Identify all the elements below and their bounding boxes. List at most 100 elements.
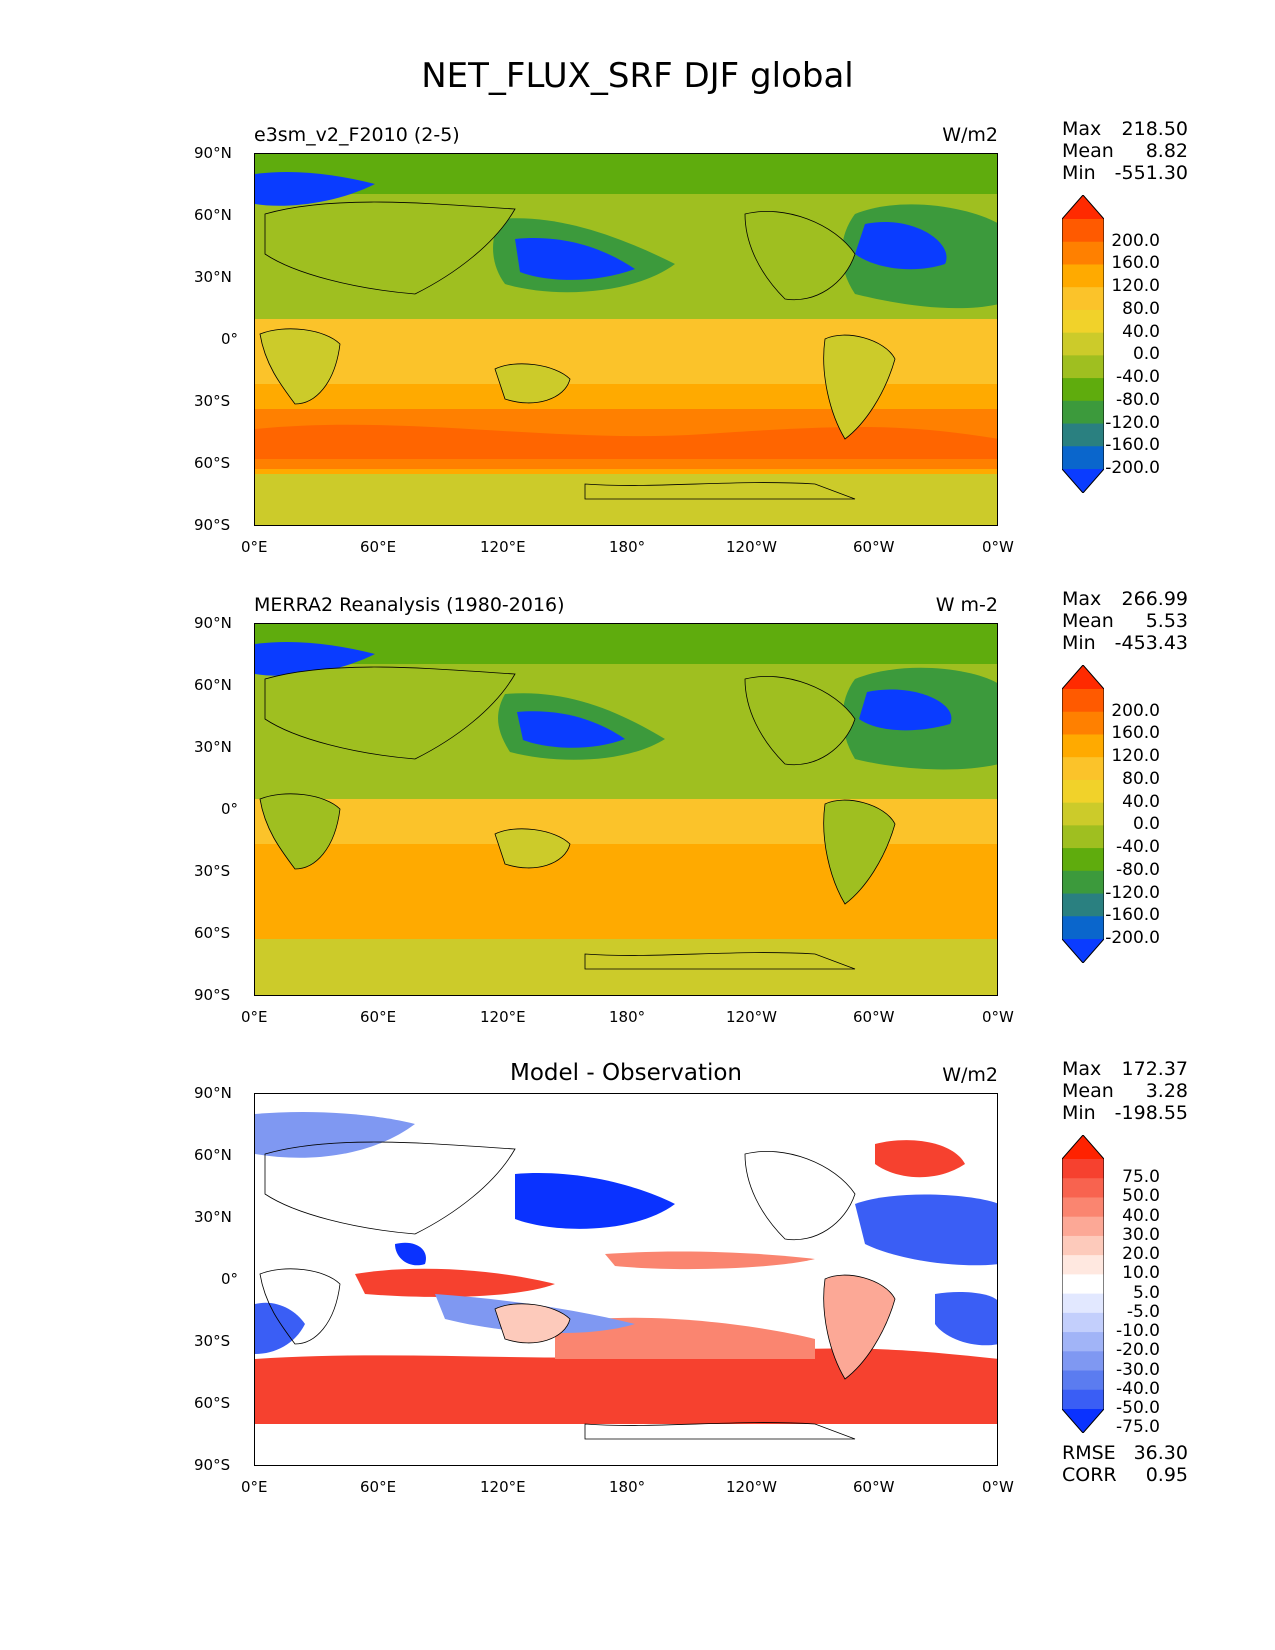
colorbar-tick-label: 30.0 [1122, 1224, 1160, 1245]
stat-label: Mean [1062, 1080, 1114, 1102]
colorbar-segment [1062, 1255, 1104, 1275]
colorbar-tick-label: -50.0 [1116, 1398, 1160, 1418]
colorbar-tick-label: -160.0 [1105, 905, 1160, 926]
panel-3-lon-tick: 120°W [726, 1478, 777, 1496]
panel-2-lat-tick: 60°N [194, 676, 232, 694]
colorbar-segment [1062, 848, 1104, 872]
colorbar-tick-label: -200.0 [1105, 458, 1160, 478]
panel-2-map [254, 623, 998, 996]
stat-label: Mean [1062, 610, 1114, 632]
panel-2-map-field [255, 624, 997, 995]
stat-label: Min [1062, 162, 1096, 184]
panel-3-lon-tick: 60°E [360, 1478, 397, 1496]
colorbar-segment [1062, 1389, 1104, 1410]
panel-2-units: W m-2 [935, 594, 998, 616]
colorbar-segment [1062, 1216, 1104, 1237]
colorbar-segment [1062, 400, 1104, 425]
panel-1-lat-tick: 30°N [194, 268, 232, 286]
colorbar-tick-label: -20.0 [1116, 1340, 1160, 1361]
colorbar-tick-label: 120.0 [1111, 276, 1160, 297]
colorbar-tick-label: 200.0 [1111, 230, 1160, 251]
stat-min-value: -551.30 [1114, 162, 1188, 184]
panel-2-colorbar [1062, 665, 1104, 963]
colorbar-extend-min [1062, 1409, 1104, 1433]
colorbar-tick-label: -10.0 [1116, 1321, 1160, 1342]
colorbar-tick-label: 10.0 [1122, 1263, 1160, 1284]
colorbar-tick-label: 80.0 [1122, 298, 1160, 319]
colorbar-segment [1062, 779, 1104, 804]
panel-1-units: W/m2 [942, 124, 998, 146]
panel-2-lat-tick: 90°N [194, 614, 232, 632]
colorbar-segment [1062, 1178, 1104, 1198]
stat-max-value: 172.37 [1121, 1058, 1188, 1080]
colorbar-tick-label: 50.0 [1122, 1186, 1160, 1207]
panel-3-colorbar [1062, 1135, 1104, 1433]
panel-3-lat-tick: 60°S [194, 1394, 231, 1412]
corr-value: 0.95 [1145, 1464, 1188, 1486]
metric-label: CORR [1062, 1464, 1117, 1486]
colorbar-extend-max [1062, 1135, 1104, 1159]
panel-3-map-field [255, 1094, 997, 1465]
metric-label: RMSE [1062, 1442, 1116, 1464]
panel-1-lat-tick: 60°N [194, 206, 232, 224]
panel-3-units: W/m2 [942, 1064, 998, 1086]
colorbar-segment [1062, 689, 1104, 713]
stat-label: Min [1062, 1102, 1096, 1124]
colorbar-extend-min [1062, 939, 1104, 963]
colorbar-extend-max [1062, 195, 1104, 219]
panel-1-map [254, 153, 998, 526]
stat-mean-value: 8.82 [1145, 140, 1188, 162]
panel-3-map [254, 1093, 998, 1466]
colorbar-tick-label: -120.0 [1105, 882, 1160, 903]
colorbar-segment [1062, 1159, 1104, 1179]
colorbar-segment [1062, 734, 1104, 758]
colorbar-segment [1062, 916, 1104, 940]
panel-2-lat-tick: 30°S [194, 862, 231, 880]
colorbar-tick-label: -80.0 [1116, 859, 1160, 880]
panel-2-lon-tick: 120°W [726, 1008, 777, 1026]
stat-label: Max [1062, 1058, 1102, 1080]
panel-1-lon-tick: 60°W [853, 538, 895, 556]
panel-1-stats: Max 218.50 Mean 8.82 Min -551.30 [1062, 118, 1188, 184]
colorbar-segment [1062, 423, 1104, 447]
panel-1-lat-tick: 30°S [194, 392, 231, 410]
colorbar-segment [1062, 1197, 1104, 1218]
colorbar-segment [1062, 378, 1104, 402]
panel-2-lon-tick: 180° [609, 1008, 646, 1026]
colorbar-segment [1062, 1274, 1104, 1295]
panel-1-label: e3sm_v2_F2010 (2-5) [254, 124, 460, 146]
colorbar-segment [1062, 1235, 1104, 1256]
stat-min-value: -198.55 [1114, 1102, 1188, 1124]
colorbar-segment [1062, 309, 1104, 334]
colorbar-segment [1062, 1312, 1104, 1333]
panel-1-lat-tick: 90°N [194, 144, 232, 162]
stat-min-value: -453.43 [1114, 632, 1188, 654]
panel-2-lat-tick: 90°S [194, 986, 231, 1004]
colorbar-segment [1062, 287, 1104, 311]
stat-max-value: 266.99 [1121, 588, 1188, 610]
stat-mean-value: 3.28 [1145, 1080, 1188, 1102]
panel-3-lon-tick: 180° [609, 1478, 646, 1496]
colorbar-segment [1062, 1370, 1104, 1391]
panel-3-stats: Max 172.37 Mean 3.28 Min -198.55 [1062, 1058, 1188, 1124]
panel-2-lon-tick: 0°W [982, 1008, 1014, 1026]
panel-3-lat-tick: 90°N [194, 1084, 232, 1102]
colorbar-segment [1062, 893, 1104, 917]
colorbar-tick-label: -40.0 [1116, 837, 1160, 858]
colorbar-tick-label: 75.0 [1122, 1167, 1160, 1188]
colorbar-segment [1062, 1293, 1104, 1314]
panel-3-lon-tick: 120°E [480, 1478, 526, 1496]
colorbar-tick-label: 160.0 [1111, 253, 1160, 274]
stat-max-value: 218.50 [1121, 118, 1188, 140]
panel-1-lon-tick: 0°E [241, 538, 268, 556]
panel-1-lon-tick: 180° [609, 538, 646, 556]
colorbar-tick-label: 40.0 [1122, 791, 1160, 812]
panel-3-lon-tick: 0°E [241, 1478, 268, 1496]
rmse-value: 36.30 [1133, 1442, 1188, 1464]
colorbar-tick-label: -40.0 [1116, 367, 1160, 388]
panel-2-lat-tick: 60°S [194, 924, 231, 942]
panel-2-lat-tick: 0° [221, 800, 239, 818]
colorbar-tick-label: -200.0 [1105, 928, 1160, 948]
panel-3-metrics: RMSE 36.30 CORR 0.95 [1062, 1442, 1188, 1486]
panel-3-title: Model - Observation [509, 1060, 743, 1086]
